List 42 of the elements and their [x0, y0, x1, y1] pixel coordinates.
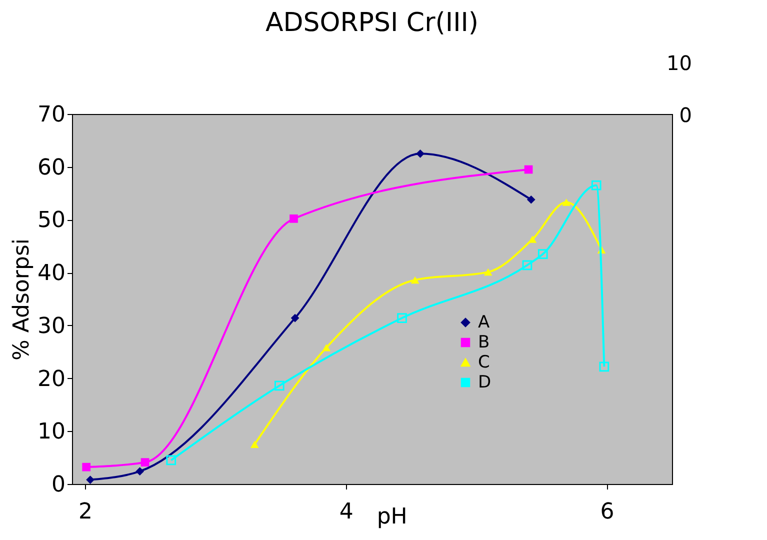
- y-tick-label: 40: [38, 261, 66, 286]
- legend-label: D: [478, 372, 492, 392]
- point: [290, 214, 298, 223]
- x-axis-title: pH: [376, 504, 408, 530]
- legend-label: B: [478, 332, 490, 352]
- y-tick-label: 20: [38, 366, 66, 392]
- y-tick-label: 30: [38, 314, 66, 339]
- y-tick-label: 50: [38, 208, 66, 234]
- point: [82, 462, 91, 472]
- point: [526, 195, 536, 204]
- point: [166, 455, 176, 466]
- y-tick-label: 60: [38, 155, 66, 180]
- point: [250, 440, 259, 448]
- legend-label: C: [478, 352, 490, 372]
- point: [322, 344, 331, 352]
- chart-title: ADSORPSI Cr(III): [265, 8, 479, 38]
- point: [522, 260, 532, 270]
- y-tick-label: 10: [38, 420, 66, 445]
- x-tick-label: 4: [339, 500, 354, 524]
- y-tick-label: 70: [38, 102, 66, 128]
- point: [410, 276, 420, 284]
- point: [274, 380, 284, 391]
- point: [416, 149, 424, 158]
- point: [397, 313, 407, 323]
- point: [484, 268, 492, 276]
- point: [290, 314, 300, 322]
- text: 10: [666, 51, 692, 75]
- legend-label: A: [478, 312, 490, 332]
- y-tick-label: 0: [52, 472, 66, 498]
- x-tick-label: 6: [600, 500, 614, 524]
- point: [599, 362, 610, 372]
- point: [562, 198, 571, 206]
- point: [528, 236, 537, 243]
- point: [538, 249, 548, 260]
- point: [136, 467, 144, 476]
- point: [591, 180, 602, 190]
- x-tick-label: 2: [78, 500, 93, 524]
- text: 0: [679, 103, 692, 127]
- y-axis-title: % Adsorpsi: [10, 238, 35, 361]
- point: [524, 165, 533, 174]
- point: [140, 458, 150, 467]
- point: [86, 476, 94, 484]
